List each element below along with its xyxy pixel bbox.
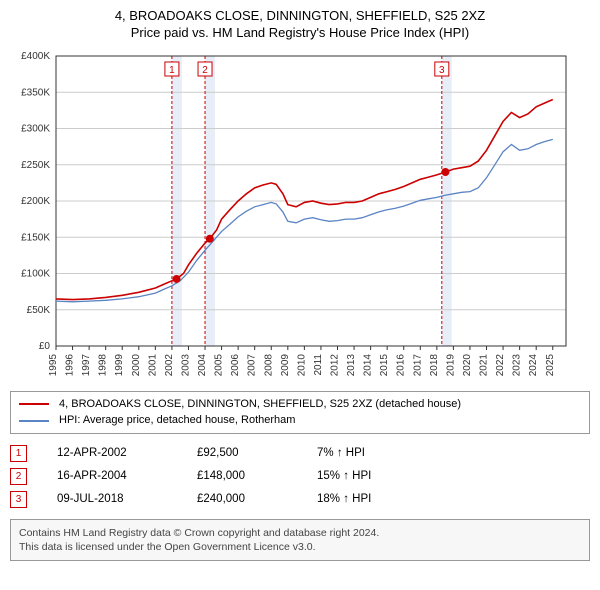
event-row: 3 09-JUL-2018 £240,000 18% ↑ HPI: [10, 488, 590, 511]
footnote-line-1: Contains HM Land Registry data © Crown c…: [19, 526, 581, 540]
event-date: 12-APR-2002: [57, 447, 167, 459]
event-row: 1 12-APR-2002 £92,500 7% ↑ HPI: [10, 442, 590, 465]
legend-swatch: [19, 420, 49, 422]
svg-text:2005: 2005: [214, 353, 225, 376]
svg-text:2015: 2015: [379, 353, 390, 376]
svg-text:2024: 2024: [528, 353, 539, 376]
svg-text:1995: 1995: [48, 353, 59, 376]
event-price: £92,500: [197, 447, 287, 459]
svg-text:2016: 2016: [396, 353, 407, 376]
chart-area: £0 £50K £100K £150K £200K £250K £300K £350K £400…: [10, 48, 590, 383]
svg-text:2018: 2018: [429, 353, 440, 376]
svg-text:£150K: £150K: [21, 232, 50, 243]
svg-text:2012: 2012: [329, 353, 340, 376]
event-date: 09-JUL-2018: [57, 493, 167, 505]
svg-text:2004: 2004: [197, 353, 208, 376]
svg-text:2023: 2023: [512, 353, 523, 376]
svg-text:2025: 2025: [545, 353, 556, 376]
svg-text:£400K: £400K: [21, 51, 50, 62]
svg-text:2022: 2022: [495, 353, 506, 376]
footnote-box: Contains HM Land Registry data © Crown c…: [10, 519, 590, 561]
svg-text:£300K: £300K: [21, 123, 50, 134]
svg-text:£50K: £50K: [27, 305, 51, 316]
svg-text:2021: 2021: [479, 353, 490, 376]
footnote-line-2: This data is licensed under the Open Gov…: [19, 540, 581, 554]
event-badge: 1: [10, 445, 27, 462]
svg-text:2: 2: [202, 65, 208, 76]
svg-text:2006: 2006: [230, 353, 241, 376]
event-badge: 2: [10, 468, 27, 485]
legend-swatch: [19, 403, 49, 405]
svg-text:2020: 2020: [462, 353, 473, 376]
legend-label: HPI: Average price, detached house, Roth…: [59, 412, 295, 429]
svg-text:2000: 2000: [131, 353, 142, 376]
svg-text:1: 1: [169, 65, 175, 76]
svg-text:2008: 2008: [263, 353, 274, 376]
price-chart: £0 £50K £100K £150K £200K £250K £300K £350K £400…: [10, 48, 570, 378]
event-pct: 7% ↑ HPI: [317, 447, 427, 459]
legend-box: 4, BROADOAKS CLOSE, DINNINGTON, SHEFFIEL…: [10, 391, 590, 434]
svg-text:£250K: £250K: [21, 160, 50, 171]
svg-text:1996: 1996: [65, 353, 76, 376]
svg-text:2001: 2001: [147, 353, 158, 376]
svg-text:2019: 2019: [445, 353, 456, 376]
svg-text:1998: 1998: [98, 353, 109, 376]
svg-text:2014: 2014: [363, 353, 374, 376]
svg-text:2007: 2007: [247, 353, 258, 376]
event-pct: 18% ↑ HPI: [317, 493, 427, 505]
svg-text:£100K: £100K: [21, 268, 50, 279]
svg-text:2017: 2017: [412, 353, 423, 376]
svg-text:2010: 2010: [296, 353, 307, 376]
event-badge: 3: [10, 491, 27, 508]
event-price: £240,000: [197, 493, 287, 505]
event-date: 16-APR-2004: [57, 470, 167, 482]
svg-text:2011: 2011: [313, 353, 324, 375]
event-pct: 15% ↑ HPI: [317, 470, 427, 482]
svg-text:1997: 1997: [81, 353, 92, 376]
svg-text:2013: 2013: [346, 353, 357, 376]
chart-container: 4, BROADOAKS CLOSE, DINNINGTON, SHEFFIEL…: [0, 0, 600, 569]
svg-text:£350K: £350K: [21, 87, 50, 98]
svg-text:1999: 1999: [114, 353, 125, 376]
event-row: 2 16-APR-2004 £148,000 15% ↑ HPI: [10, 465, 590, 488]
svg-text:£0: £0: [39, 341, 51, 352]
legend-label: 4, BROADOAKS CLOSE, DINNINGTON, SHEFFIEL…: [59, 396, 461, 413]
svg-text:3: 3: [439, 65, 445, 76]
title-line-2: Price paid vs. HM Land Registry's House …: [10, 25, 590, 42]
events-table: 1 12-APR-2002 £92,500 7% ↑ HPI 2 16-APR-2004 £…: [10, 442, 590, 511]
svg-text:£200K: £200K: [21, 196, 50, 207]
title-line-1: 4, BROADOAKS CLOSE, DINNINGTON, SHEFFIEL…: [10, 8, 590, 25]
event-price: £148,000: [197, 470, 287, 482]
legend-row: 4, BROADOAKS CLOSE, DINNINGTON, SHEFFIEL…: [19, 396, 581, 413]
svg-text:2002: 2002: [164, 353, 175, 376]
svg-text:2003: 2003: [180, 353, 191, 376]
svg-text:2009: 2009: [280, 353, 291, 376]
legend-row: HPI: Average price, detached house, Roth…: [19, 412, 581, 429]
